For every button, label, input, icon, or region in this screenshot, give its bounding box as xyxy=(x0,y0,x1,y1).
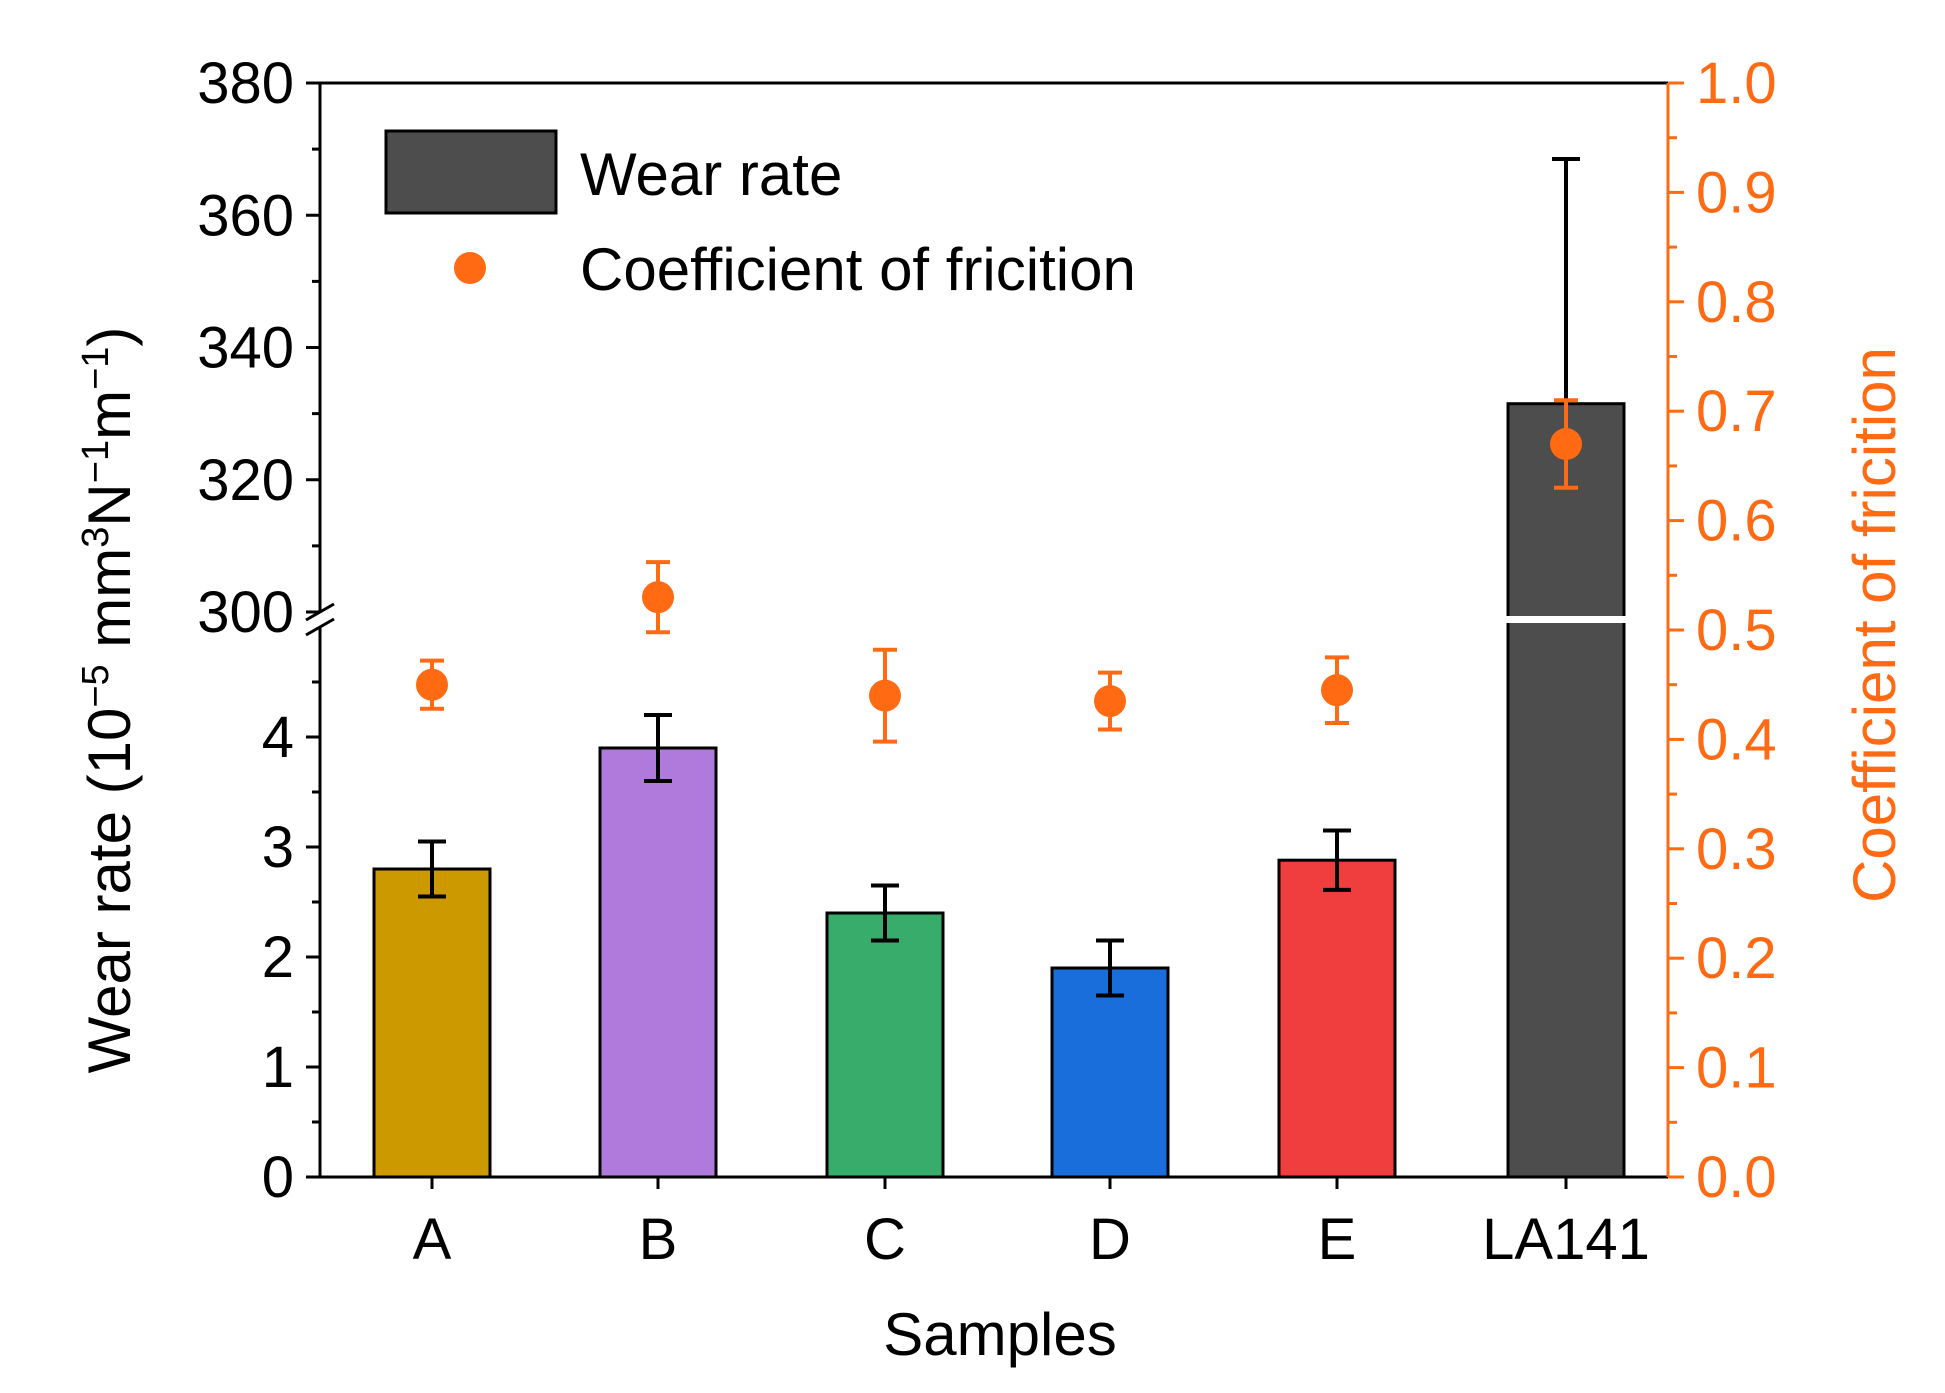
tick-label-left: 380 xyxy=(197,51,294,116)
tick-label-right: 0.0 xyxy=(1696,1145,1777,1210)
tick-label-left: 1 xyxy=(262,1035,294,1100)
bar-B xyxy=(598,746,718,1179)
tick-label-left: 300 xyxy=(197,580,294,645)
tick-label-left: 0 xyxy=(262,1145,294,1210)
point-friction-B xyxy=(642,581,674,614)
category-label-C: C xyxy=(864,1207,906,1272)
bar-E xyxy=(1277,858,1397,1179)
category-label-LA141: LA141 xyxy=(1482,1207,1650,1272)
tick-label-left: 340 xyxy=(197,316,294,381)
plot-area: 0 1 2 3 4 300 320 340 360 380 0.0 0.1 0.2 0.3 0.4 0.5 0.… xyxy=(197,51,1776,1272)
y-axis-left-label: Wear rate (10−5 mm3N−1m−1) xyxy=(75,327,143,1074)
legend-label-wear-rate: Wear rate xyxy=(580,141,842,208)
category-label-B: B xyxy=(639,1207,678,1272)
tick-label-right: 1.0 xyxy=(1696,51,1777,116)
point-friction-E xyxy=(1321,674,1353,707)
tick-label-right: 0.9 xyxy=(1696,160,1777,225)
bar-break-gap xyxy=(1504,616,1628,623)
legend: Wear rate Coefficient of fricition xyxy=(384,129,1136,303)
axis-break-mark xyxy=(305,617,335,637)
tick-label-right: 0.5 xyxy=(1696,598,1777,663)
tick-label-left: 320 xyxy=(197,448,294,513)
point-friction-LA141 xyxy=(1550,428,1582,461)
tick-label-left: 360 xyxy=(197,183,294,248)
tick-label-left: 4 xyxy=(262,705,294,770)
tick-label-right: 0.6 xyxy=(1696,489,1777,554)
tick-label-left: 3 xyxy=(262,815,294,880)
y-axis-right-label: Coefficient of fricition xyxy=(1841,347,1908,903)
category-label-A: A xyxy=(413,1207,452,1272)
point-friction-A xyxy=(416,668,448,701)
category-label-D: D xyxy=(1089,1207,1131,1272)
bar-C xyxy=(825,911,945,1179)
category-label-E: E xyxy=(1318,1207,1357,1272)
point-friction-D xyxy=(1094,685,1126,718)
tick-label-left: 2 xyxy=(262,925,294,990)
bar-A xyxy=(372,867,492,1179)
bar-LA141 xyxy=(1506,402,1626,1179)
legend-label-friction: Coefficient of fricition xyxy=(580,236,1136,303)
point-friction-C xyxy=(869,679,901,712)
tick-label-right: 0.2 xyxy=(1696,926,1777,991)
bar-D xyxy=(1050,966,1170,1179)
tick-label-right: 0.4 xyxy=(1696,707,1777,772)
tick-label-right: 0.1 xyxy=(1696,1036,1777,1101)
legend-marker-friction xyxy=(454,252,486,284)
tick-label-right: 0.8 xyxy=(1696,270,1777,335)
tick-label-right: 0.7 xyxy=(1696,379,1777,444)
tick-label-right: 0.3 xyxy=(1696,817,1777,882)
legend-swatch-wear-rate xyxy=(384,129,558,215)
x-axis-label: Samples xyxy=(883,1301,1116,1368)
